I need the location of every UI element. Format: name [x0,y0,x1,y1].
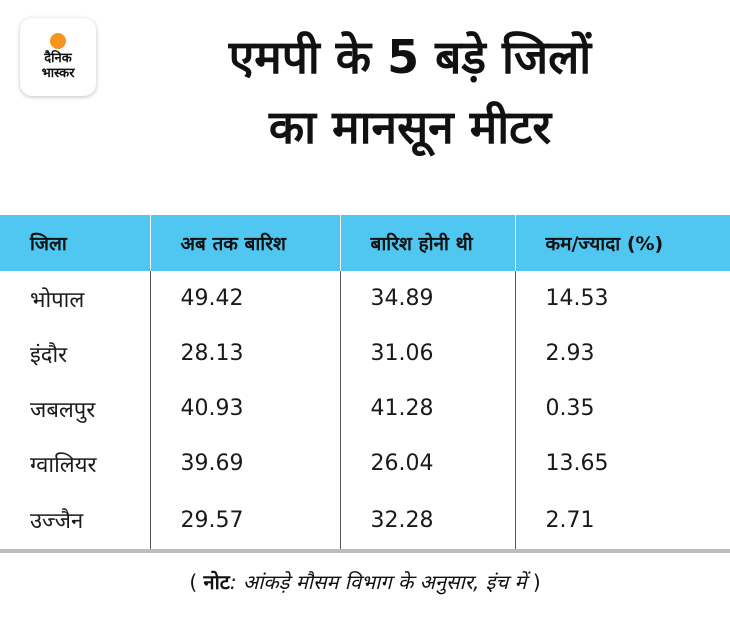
cell-district: इंदौर [30,342,68,368]
cell-rain-so-far: 40.93 [149,381,340,436]
header-rain-expected: बारिश होनी थी [339,215,515,271]
cell-rain-so-far: 29.57 [149,491,340,553]
logo-sun-dot [50,33,66,49]
dainik-bhaskar-logo: दैनिक भास्कर [20,18,96,96]
logo-line-2: भास्कर [41,66,75,81]
cell-rain-so-far: 49.42 [149,271,340,326]
cell-difference: 2.93 [514,326,730,381]
cell-rain-expected: 41.28 [339,381,515,436]
cell-rain-so-far: 28.13 [149,326,340,381]
cell-rain-so-far: 39.69 [149,436,340,491]
cell-district: उज्जैन [0,491,150,553]
table-row: भोपाल 49.42 34.89 14.53 [0,271,730,326]
note-label: नोट [203,570,230,594]
header-difference: कम/ज्यादा (%) [514,215,730,271]
note-text: : आंकड़े मौसम विभाग के अनुसार, इंच में [229,570,527,594]
table-row: ग्वालियर 39.69 26.04 13.65 [0,436,730,491]
table-header-row: जिला अब तक बारिश बारिश होनी थी कम/ज्यादा… [0,215,730,271]
table-row: उज्जैन 29.57 32.28 2.71 [0,491,730,553]
cell-difference: 13.65 [514,436,730,491]
cell-district: भोपाल [30,287,85,313]
title-line-2: का मानसून मीटर [268,100,552,154]
cell-district: जबलपुर [30,397,96,423]
cell-rain-expected: 32.28 [339,491,515,553]
cell-difference: 2.71 [514,491,730,553]
source-note: ( नोट: आंकड़े मौसम विभाग के अनुसार, इंच … [0,568,730,595]
page-title: एमपी के 5 बड़े जिलों का मानसून मीटर [110,22,710,162]
table-row: इंदौर 28.13 31.06 2.93 [0,326,730,381]
note-open-paren: ( [189,570,204,594]
logo-line-1: दैनिक [44,51,72,66]
table-row: जबलपुर 40.93 41.28 0.35 [0,381,730,436]
note-close-paren: ) [526,570,541,594]
cell-rain-expected: 34.89 [339,271,515,326]
header-rain-so-far: अब तक बारिश [149,215,340,271]
cell-district: ग्वालियर [30,452,97,478]
header-district: जिला [30,233,67,255]
monsoon-table-container: जिला अब तक बारिश बारिश होनी थी कम/ज्यादा… [0,215,730,555]
monsoon-table: जिला अब तक बारिश बारिश होनी थी कम/ज्यादा… [0,215,730,553]
cell-difference: 0.35 [514,381,730,436]
title-line-1: एमपी के 5 बड़े जिलों [228,30,592,84]
cell-rain-expected: 31.06 [339,326,515,381]
cell-difference: 14.53 [514,271,730,326]
cell-rain-expected: 26.04 [339,436,515,491]
